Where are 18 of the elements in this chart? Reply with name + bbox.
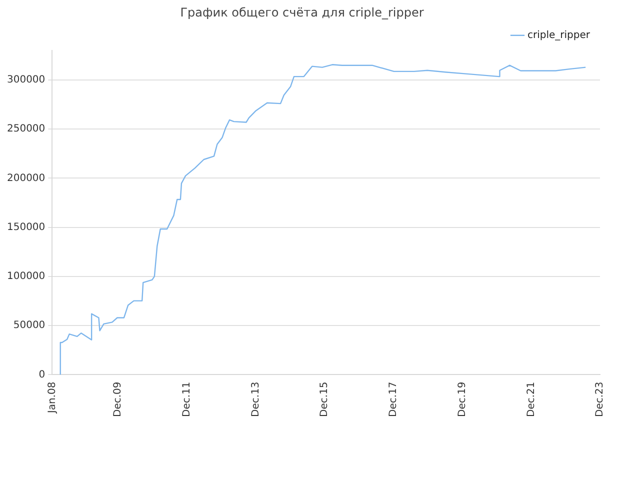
y-tick-label: 200000 (6, 172, 46, 184)
x-tick-label: Dec.23 (594, 382, 606, 418)
y-tick-label: 300000 (6, 74, 46, 86)
legend-label: criple_ripper (527, 30, 591, 41)
x-tick-label: Dec.19 (456, 382, 468, 418)
y-tick-label: 100000 (6, 271, 46, 282)
x-tick-label: Dec.13 (250, 382, 262, 418)
x-tick-label: Dec.11 (182, 382, 193, 418)
x-tick-label: Dec.15 (319, 382, 330, 418)
y-tick-label: 50000 (13, 320, 46, 332)
chart-title: График общего счёта для criple_ripper (180, 5, 424, 20)
x-tick-label: Dec.17 (388, 382, 400, 418)
x-tick-label: Dec.09 (112, 382, 124, 418)
y-tick-label: 150000 (6, 222, 46, 233)
x-tick-label: Dec.21 (526, 382, 537, 418)
x-tick-label: Jan.08 (46, 382, 58, 414)
y-tick-label: 0 (38, 369, 46, 380)
y-tick-label: 250000 (6, 124, 46, 135)
